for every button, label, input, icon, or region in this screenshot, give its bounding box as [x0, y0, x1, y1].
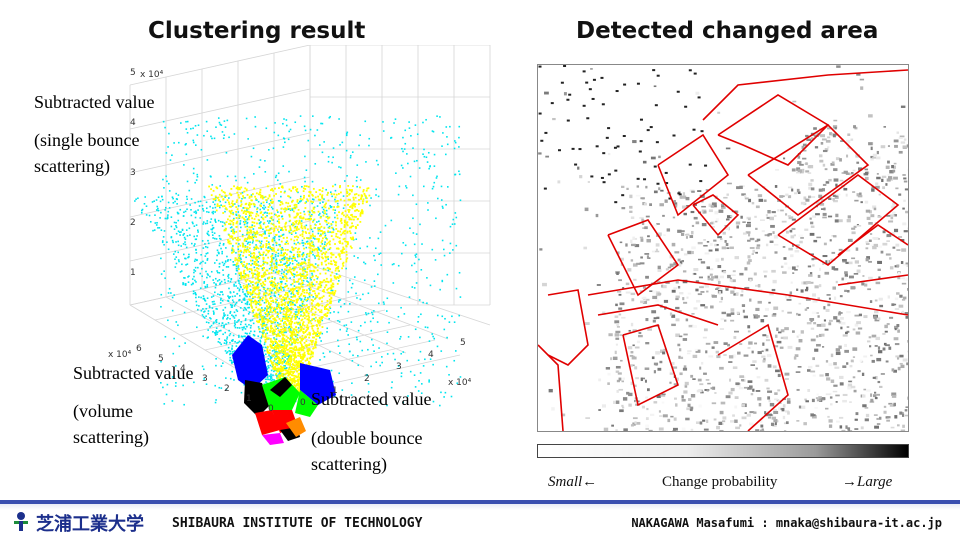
footer-accent-bar — [0, 500, 960, 504]
z-axis-label-line3: scattering) — [34, 156, 110, 176]
z-axis-label-line1: Subtracted value — [34, 92, 155, 112]
y-axis-label-line1: Subtracted value — [73, 363, 194, 383]
change-detection-map — [537, 64, 913, 435]
x-axis-label-line2: (double bounce — [311, 428, 423, 448]
changed-area-title: Detected changed area — [576, 18, 879, 44]
university-name-jp: 芝浦工業大学 — [36, 514, 144, 535]
footer — [0, 500, 960, 540]
author-contact: NAKAGAWA Masafumi : mnaka@shibaura-it.ac… — [631, 516, 942, 530]
building-boundaries — [537, 69, 909, 432]
colorbar-title: Change probability — [662, 474, 778, 490]
change-speckle — [538, 65, 913, 435]
x-axis-label-line1: Subtracted value — [311, 389, 432, 409]
university-logo-icon — [14, 512, 28, 531]
colorbar-large-label: →Large — [842, 474, 893, 490]
x-axis-label-line3: scattering) — [311, 454, 387, 474]
z-axis-label-line2: (single bounce — [34, 130, 140, 150]
cluster-regions — [232, 335, 336, 445]
y-axis-label-line2: (volume — [73, 401, 133, 421]
y-axis-label-line3: scattering) — [73, 427, 149, 447]
clustering-result-title: Clustering result — [148, 18, 366, 44]
change-map-svg — [537, 65, 913, 435]
university-name-en: SHIBAURA INSTITUTE OF TECHNOLOGY — [172, 516, 423, 531]
colorbar-small-label: Small← — [548, 474, 598, 490]
change-probability-colorbar — [537, 444, 909, 458]
